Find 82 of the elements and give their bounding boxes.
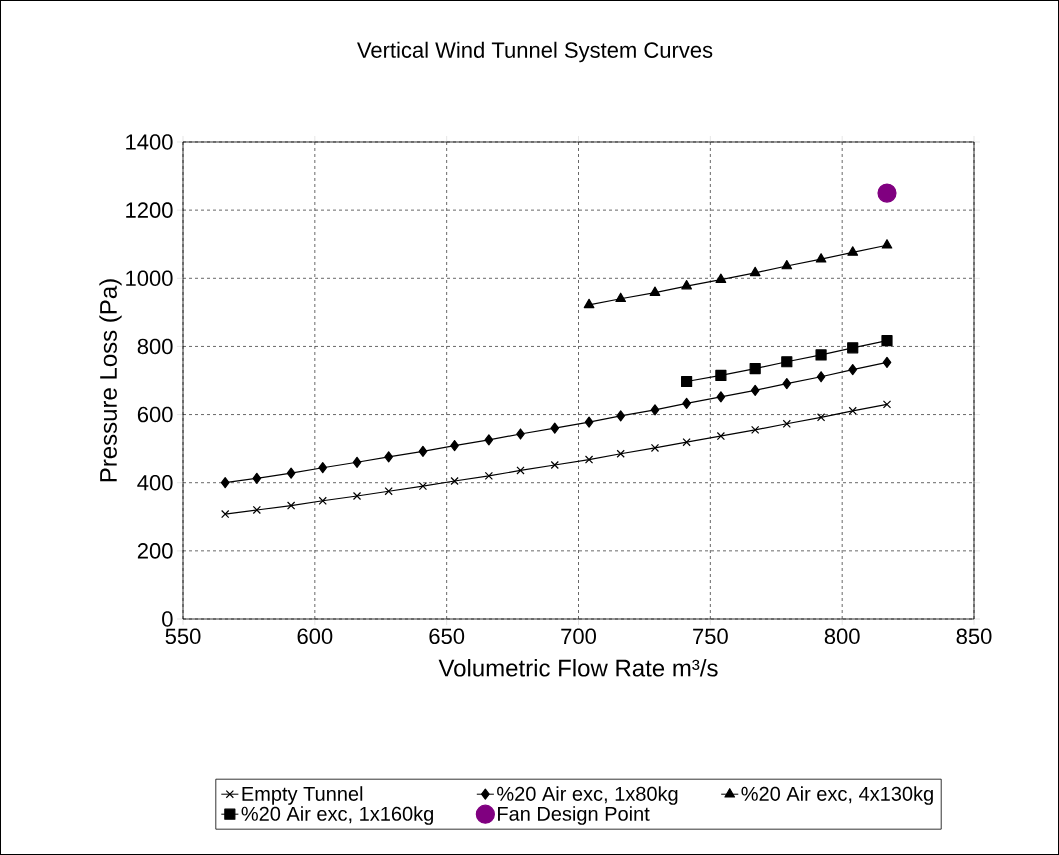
y-tick-label: 0	[162, 611, 173, 627]
point	[847, 246, 859, 256]
point	[681, 280, 692, 290]
y-tick-label: 1200	[126, 202, 173, 218]
x-tick-label: 800	[824, 628, 860, 645]
point	[550, 460, 559, 470]
point	[484, 471, 493, 481]
point	[318, 462, 328, 474]
point	[877, 183, 897, 203]
point	[816, 371, 826, 383]
point	[881, 335, 893, 347]
chart-title: Vertical Wind Tunnel System Curves	[357, 41, 713, 63]
point	[286, 467, 296, 479]
point	[781, 259, 793, 270]
point	[221, 509, 230, 519]
x-tick-label: 850	[956, 628, 992, 645]
point	[649, 286, 661, 296]
legend-label: %20 Air exc, 4x130kg	[741, 786, 933, 805]
point	[252, 505, 261, 515]
point	[550, 422, 560, 434]
point	[252, 472, 262, 484]
point	[782, 419, 791, 428]
point	[816, 413, 826, 422]
point	[881, 239, 893, 249]
point	[516, 428, 525, 440]
x-tick-label: 600	[297, 628, 333, 645]
point	[782, 377, 792, 390]
y-tick-label: 800	[137, 338, 173, 355]
point	[450, 476, 459, 486]
point	[616, 449, 625, 458]
point	[616, 410, 626, 422]
point	[384, 451, 394, 463]
point	[751, 425, 760, 435]
y-axis-title: Pressure Loss (Pa)	[99, 279, 122, 482]
point	[781, 356, 793, 368]
point	[418, 481, 428, 491]
x-tick-label: 650	[429, 628, 465, 645]
y-tick-label: 1000	[126, 270, 173, 287]
legend-label: Empty Tunnel	[242, 786, 363, 805]
point	[584, 416, 594, 428]
y-tick-label: 200	[137, 543, 173, 559]
point	[715, 273, 727, 283]
legend-label: Fan Design Point	[498, 806, 650, 825]
point	[749, 266, 761, 277]
point	[484, 434, 494, 446]
point	[650, 404, 660, 416]
point	[584, 455, 594, 464]
y-tick-label: 1400	[126, 134, 173, 150]
point	[750, 384, 760, 396]
x-tick-label: 750	[693, 628, 728, 645]
point	[615, 292, 627, 303]
point	[583, 298, 595, 309]
legend-label: %20 Air exc, 1x80kg	[497, 786, 678, 805]
point	[352, 491, 362, 501]
point	[716, 431, 726, 441]
point	[882, 400, 892, 409]
point	[318, 496, 327, 505]
y-tick-label: 600	[137, 406, 173, 423]
point	[882, 356, 892, 369]
point	[352, 456, 362, 468]
point	[650, 443, 660, 453]
x-tick-label: 700	[561, 628, 596, 645]
point	[848, 406, 857, 415]
point	[682, 397, 691, 409]
point	[815, 253, 827, 263]
point	[715, 369, 727, 381]
point	[682, 438, 691, 447]
point	[749, 362, 761, 375]
point	[815, 349, 827, 361]
point	[681, 375, 693, 388]
x-axis-title: Volumetric Flow Rate m³/s	[438, 658, 718, 677]
point	[848, 363, 858, 376]
point	[286, 501, 296, 510]
y-tick-label: 400	[137, 474, 173, 491]
point	[847, 342, 859, 354]
point	[418, 445, 428, 457]
x-tick-label: 550	[165, 628, 201, 645]
point	[220, 477, 230, 489]
point	[716, 391, 726, 403]
legend-label: %20 Air exc, 1x160kg	[241, 806, 433, 825]
point	[384, 487, 393, 496]
point	[516, 466, 525, 475]
